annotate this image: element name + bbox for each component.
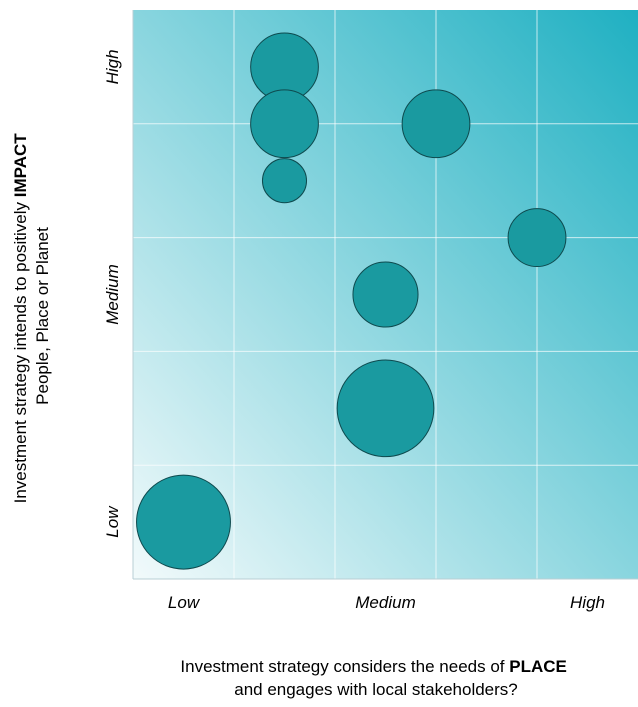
bubble-2 <box>336 359 435 458</box>
y-tick-label-medium: Medium <box>103 264 122 324</box>
y-tick-label-low: Low <box>103 505 122 538</box>
bubble-6 <box>261 158 308 204</box>
x-axis-title: Investment strategy considers the needs … <box>180 657 571 699</box>
y-axis-title-line-2: People, Place or Planet <box>33 227 52 405</box>
y-axis-title-line-1: Investment strategy intends to positivel… <box>11 133 30 504</box>
bubble-8 <box>507 208 567 268</box>
x-tick-labels: Low Medium High <box>168 593 605 612</box>
y-tick-label-high: High <box>103 49 122 84</box>
x-tick-label-medium: Medium <box>355 593 415 612</box>
bubble-3 <box>352 261 419 328</box>
y-axis-title-line-1-emphasis: IMPACT <box>11 133 30 198</box>
bubble-1 <box>136 474 231 570</box>
x-axis-title-line-1: Investment strategy considers the needs … <box>180 657 566 676</box>
y-axis-title: Investment strategy intends to positivel… <box>11 129 52 504</box>
y-tick-labels: Low Medium High <box>103 49 122 537</box>
y-axis-title-line-1-text: Investment strategy intends to positivel… <box>11 197 30 503</box>
bubbles-layer <box>136 32 567 570</box>
x-axis-title-line-1-text: Investment strategy considers the needs … <box>180 657 509 676</box>
x-tick-label-high: High <box>570 593 605 612</box>
bubble-5 <box>250 89 319 159</box>
x-axis-title-line-1-emphasis: PLACE <box>509 657 567 676</box>
x-tick-label-low: Low <box>168 593 201 612</box>
x-axis-title-line-2: and engages with local stakeholders? <box>234 680 518 699</box>
bubble-7 <box>401 89 471 159</box>
